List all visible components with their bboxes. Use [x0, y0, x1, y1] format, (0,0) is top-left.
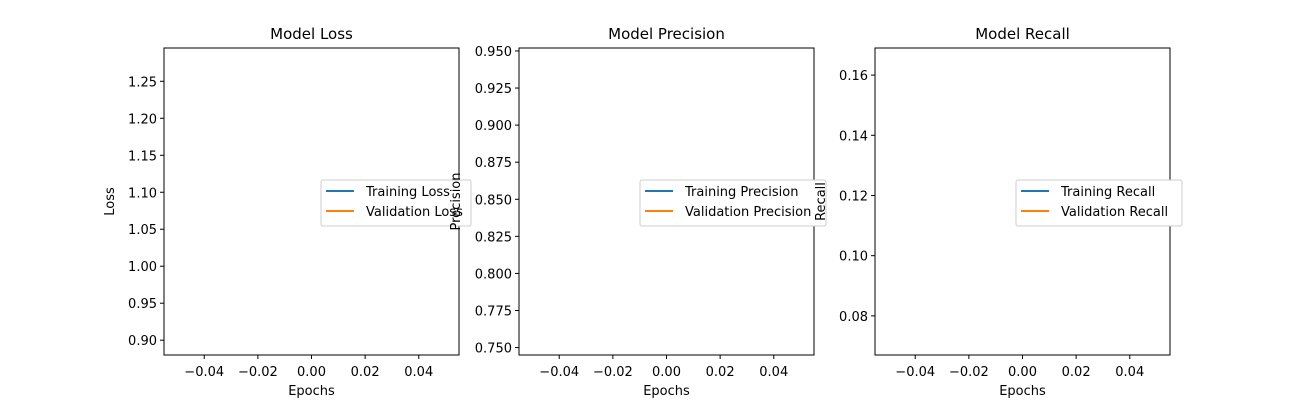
- y-tick-label: 1.25: [128, 75, 157, 90]
- legend-entry: Training Loss: [365, 185, 450, 200]
- y-axis-label: Recall: [814, 182, 829, 221]
- y-tick-label: 0.750: [475, 342, 512, 357]
- legend-box: [639, 179, 827, 227]
- x-axis-label: Epochs: [999, 384, 1046, 399]
- y-tick-label: 1.10: [128, 186, 157, 201]
- y-tick-label: 0.800: [475, 267, 512, 282]
- x-tick-label: −0.04: [895, 365, 935, 380]
- y-tick-label: 0.14: [839, 129, 868, 144]
- y-tick-label: 0.12: [839, 189, 868, 204]
- legend-entry: Validation Loss: [366, 205, 463, 220]
- y-tick-label: 0.825: [475, 230, 512, 245]
- legend-box: [1015, 179, 1183, 227]
- y-axis-label: Precision: [449, 172, 464, 230]
- x-tick-label: −0.04: [184, 365, 224, 380]
- x-tick-label: 0.00: [297, 365, 326, 380]
- y-tick-label: 1.15: [128, 149, 157, 164]
- legend-entry: Validation Recall: [1061, 205, 1168, 220]
- y-tick-label: 0.850: [475, 193, 512, 208]
- y-tick-label: 0.16: [839, 69, 868, 84]
- chart-title: Model Precision: [608, 25, 725, 43]
- x-tick-label: 0.00: [1008, 365, 1037, 380]
- y-tick-label: 0.95: [128, 297, 157, 312]
- y-tick-label: 1.05: [128, 223, 157, 238]
- legend-box: [320, 179, 472, 227]
- x-tick-label: 0.04: [759, 365, 788, 380]
- y-tick-label: 0.900: [475, 119, 512, 134]
- legend: Training Recall Validation Recall: [1015, 179, 1183, 227]
- subplot-precision: Model Precision −0.04 −0.02 0.00 0.02 0.04 0.7…: [449, 25, 827, 399]
- y-tick-label: 0.925: [475, 82, 512, 97]
- y-tick-label: 0.875: [475, 156, 512, 171]
- y-tick-label: 0.950: [475, 45, 512, 60]
- x-tick-label: 0.02: [706, 365, 735, 380]
- x-tick-label: −0.02: [238, 365, 278, 380]
- x-axis-label: Epochs: [643, 384, 690, 399]
- y-tick-label: 0.08: [839, 310, 868, 325]
- x-axis-label: Epochs: [288, 384, 335, 399]
- x-tick-label: 0.02: [351, 365, 380, 380]
- x-tick-label: −0.02: [593, 365, 633, 380]
- legend-entry: Training Recall: [1060, 185, 1155, 200]
- x-tick-label: 0.00: [652, 365, 681, 380]
- x-tick-label: −0.04: [539, 365, 579, 380]
- chart-title: Model Recall: [975, 25, 1070, 43]
- legend-entry: Training Precision: [684, 185, 798, 200]
- y-tick-label: 1.00: [128, 260, 157, 275]
- y-tick-label: 0.10: [839, 250, 868, 265]
- chart-title: Model Loss: [270, 25, 353, 43]
- x-tick-label: 0.02: [1062, 365, 1091, 380]
- legend: Training Precision Validation Precision: [639, 179, 827, 227]
- y-tick-label: 0.90: [128, 334, 157, 349]
- y-tick-label: 0.775: [475, 305, 512, 320]
- legend: Training Loss Validation Loss: [320, 179, 472, 227]
- y-axis-label: Loss: [103, 187, 118, 216]
- subplot-loss: Model Loss −0.04 −0.02 0.00 0.02 0.04 0.90 0.95…: [103, 25, 472, 399]
- x-tick-label: −0.02: [949, 365, 989, 380]
- legend-entry: Validation Precision: [685, 205, 811, 220]
- subplot-recall: Model Recall −0.04 −0.02 0.00 0.02 0.04 0.08 0.…: [814, 25, 1183, 399]
- x-tick-label: 0.04: [1115, 365, 1144, 380]
- x-tick-label: 0.04: [404, 365, 433, 380]
- y-tick-label: 1.20: [128, 112, 157, 127]
